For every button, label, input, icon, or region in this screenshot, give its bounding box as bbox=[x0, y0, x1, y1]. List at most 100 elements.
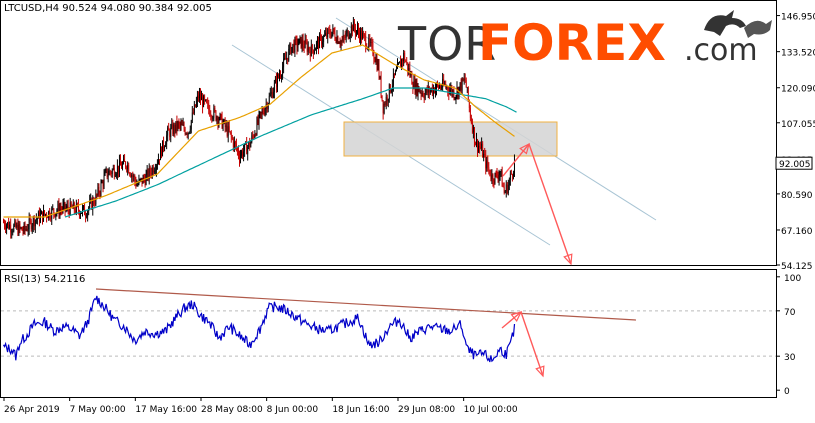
candle bbox=[352, 24, 353, 36]
candle bbox=[161, 146, 162, 158]
candle bbox=[117, 159, 118, 180]
candle bbox=[318, 37, 319, 55]
candle bbox=[113, 165, 114, 171]
candle bbox=[300, 35, 301, 43]
candle bbox=[297, 36, 298, 55]
candle bbox=[112, 168, 113, 177]
candle bbox=[55, 213, 56, 221]
candle bbox=[126, 165, 127, 172]
candle bbox=[442, 73, 443, 91]
candle bbox=[357, 21, 358, 34]
candle bbox=[166, 131, 167, 149]
candle bbox=[251, 132, 252, 143]
candle bbox=[369, 34, 370, 47]
candle bbox=[394, 73, 395, 78]
candle bbox=[43, 205, 44, 222]
candle bbox=[196, 97, 197, 108]
candle bbox=[257, 116, 258, 135]
watermark-forex: FOREX bbox=[478, 14, 666, 72]
candle bbox=[163, 137, 164, 153]
candle bbox=[50, 213, 51, 222]
candle bbox=[298, 39, 299, 52]
candle bbox=[385, 101, 386, 107]
candle bbox=[158, 154, 159, 165]
candle bbox=[208, 100, 209, 115]
candle bbox=[497, 168, 498, 178]
candle bbox=[243, 145, 244, 161]
rsi-pane-header: RSI(13) 54.2116 bbox=[4, 274, 85, 285]
candle bbox=[323, 35, 324, 48]
candle bbox=[328, 27, 329, 34]
candle bbox=[93, 197, 94, 206]
candle bbox=[81, 213, 82, 214]
candle bbox=[415, 74, 416, 95]
candle bbox=[276, 73, 277, 93]
candle bbox=[217, 115, 218, 124]
candle bbox=[121, 161, 122, 169]
candle bbox=[248, 141, 249, 149]
candle bbox=[18, 221, 19, 236]
candle bbox=[261, 112, 262, 119]
candle bbox=[129, 172, 130, 177]
candle bbox=[179, 118, 180, 129]
candle bbox=[498, 171, 499, 182]
candle bbox=[278, 73, 279, 79]
candle bbox=[159, 159, 160, 165]
candle bbox=[289, 42, 290, 55]
candle bbox=[42, 211, 43, 224]
candle bbox=[410, 71, 411, 78]
candle bbox=[97, 183, 98, 197]
candle bbox=[299, 38, 300, 45]
candle bbox=[436, 82, 437, 95]
candle bbox=[11, 229, 12, 239]
candle bbox=[511, 170, 512, 175]
candle bbox=[345, 31, 346, 40]
candle bbox=[139, 175, 140, 186]
time-tick-label: 10 Jul 00:00 bbox=[464, 405, 518, 415]
candle bbox=[463, 78, 464, 82]
candle bbox=[294, 37, 295, 57]
candle bbox=[481, 137, 482, 151]
candle bbox=[388, 99, 389, 108]
candle bbox=[351, 22, 352, 38]
candle bbox=[330, 29, 331, 39]
candle bbox=[237, 147, 238, 155]
candle bbox=[169, 128, 170, 140]
candle bbox=[188, 132, 189, 139]
candle bbox=[503, 183, 504, 188]
candle bbox=[74, 201, 75, 214]
candle bbox=[101, 179, 102, 197]
candle bbox=[231, 130, 232, 143]
candle bbox=[354, 19, 355, 33]
candle bbox=[348, 30, 349, 40]
candle bbox=[482, 141, 483, 158]
candle bbox=[36, 213, 37, 224]
candle bbox=[375, 57, 376, 63]
candle bbox=[223, 119, 224, 131]
candle bbox=[506, 180, 507, 197]
candle bbox=[210, 110, 211, 120]
candle bbox=[456, 95, 457, 104]
candle bbox=[285, 51, 286, 59]
candle bbox=[254, 130, 255, 138]
candle bbox=[487, 155, 488, 171]
candle bbox=[211, 115, 212, 123]
candle bbox=[455, 97, 456, 100]
candle bbox=[87, 209, 88, 221]
candle bbox=[168, 123, 169, 131]
candle bbox=[29, 213, 30, 235]
candle bbox=[513, 171, 514, 180]
rsi-tick-label: 70 bbox=[784, 308, 796, 318]
candle bbox=[462, 77, 463, 94]
candle bbox=[49, 208, 50, 221]
candle bbox=[280, 70, 281, 79]
time-tick-label: 28 May 08:00 bbox=[201, 405, 263, 415]
candle bbox=[447, 86, 448, 97]
candle bbox=[273, 87, 274, 98]
candle bbox=[6, 223, 7, 234]
candle bbox=[495, 173, 496, 185]
candle bbox=[494, 178, 495, 188]
candle bbox=[313, 49, 314, 59]
candle bbox=[279, 69, 280, 81]
